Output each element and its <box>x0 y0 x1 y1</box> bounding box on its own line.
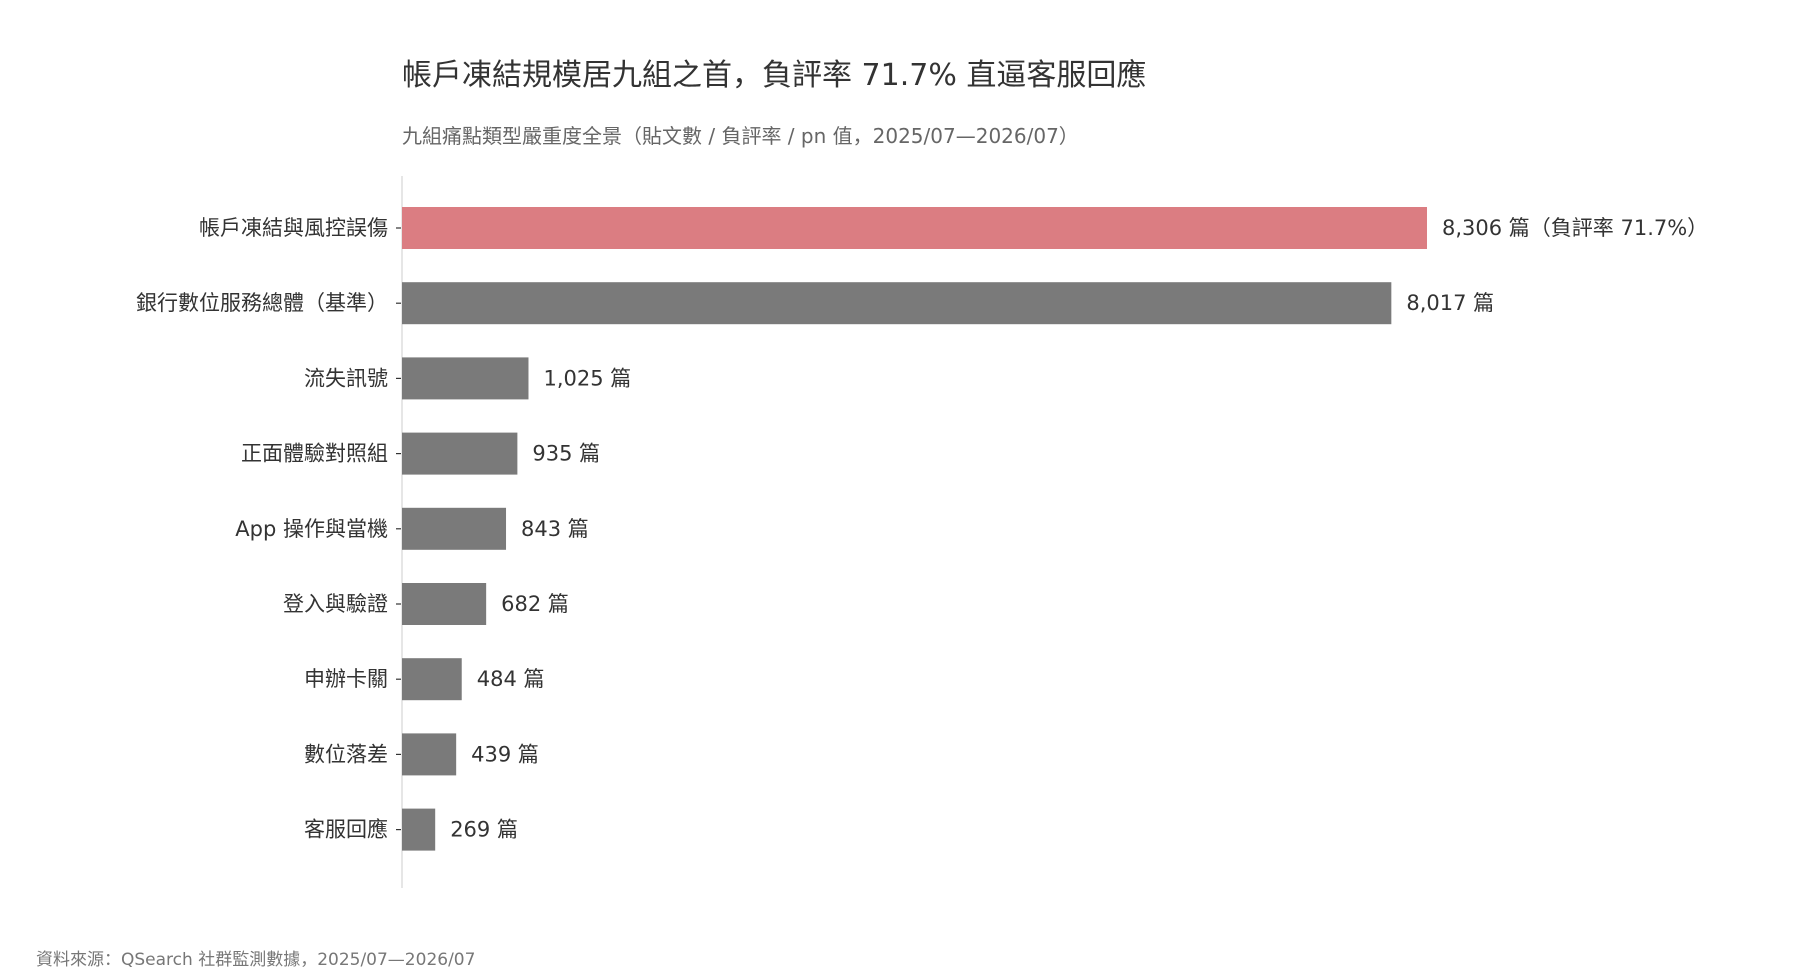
category-label: App 操作與當機 <box>235 517 388 541</box>
bar-highlight <box>402 207 1427 249</box>
category-label: 流失訊號 <box>304 366 388 390</box>
value-label: 682 篇 <box>501 592 569 616</box>
bar <box>402 733 457 776</box>
value-label: 1,025 篇 <box>543 366 631 390</box>
value-label: 269 篇 <box>450 818 518 842</box>
bar <box>402 357 529 400</box>
category-label: 登入與驗證 <box>283 592 388 616</box>
category-label: 正面體驗對照組 <box>241 442 388 466</box>
source-note: 資料來源：QSearch 社群監測數據，2025/07—2026/07 <box>36 950 476 970</box>
value-label: 843 篇 <box>521 517 589 541</box>
chart-title: 帳戶凍結規模居九組之首，負評率 71.7% 直逼客服回應 <box>402 58 1147 93</box>
bar <box>402 507 507 550</box>
value-label: 484 篇 <box>477 667 545 691</box>
bar <box>402 658 462 701</box>
value-label: 935 篇 <box>532 442 600 466</box>
bar <box>402 282 1392 325</box>
category-label: 數位落差 <box>304 742 388 766</box>
category-label: 客服回應 <box>304 818 388 842</box>
category-label: 帳戶凍結與風控誤傷 <box>199 216 388 240</box>
value-label: 8,017 篇 <box>1406 291 1494 315</box>
chart-subtitle: 九組痛點類型嚴重度全景（貼文數 / 負評率 / pn 值，2025/07—202… <box>402 124 1079 148</box>
value-label: 439 篇 <box>471 742 539 766</box>
value-label: 8,306 篇（負評率 71.7%） <box>1442 216 1708 240</box>
bar <box>402 583 487 625</box>
bar <box>402 432 518 475</box>
category-label: 銀行數位服務總體（基準） <box>136 291 388 315</box>
bar <box>402 808 436 851</box>
category-label: 申辦卡關 <box>304 667 388 691</box>
